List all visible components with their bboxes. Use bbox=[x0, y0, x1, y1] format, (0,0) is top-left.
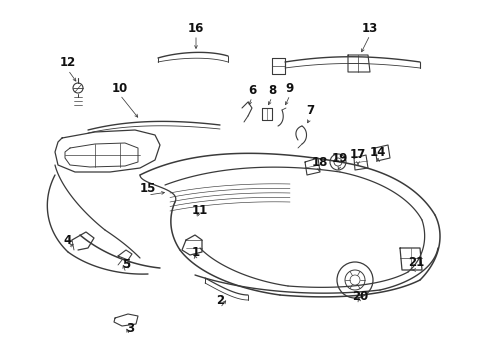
Text: 13: 13 bbox=[361, 22, 377, 35]
Text: 17: 17 bbox=[349, 148, 366, 162]
Text: 12: 12 bbox=[60, 55, 76, 68]
Text: 7: 7 bbox=[305, 104, 313, 117]
Text: 5: 5 bbox=[122, 258, 130, 271]
Text: 19: 19 bbox=[331, 152, 347, 165]
Text: 16: 16 bbox=[187, 22, 204, 35]
Text: 4: 4 bbox=[64, 234, 72, 247]
Text: 20: 20 bbox=[351, 289, 367, 302]
Text: 18: 18 bbox=[311, 156, 327, 168]
Text: 6: 6 bbox=[247, 84, 256, 96]
Text: 8: 8 bbox=[267, 84, 276, 96]
Text: 2: 2 bbox=[216, 293, 224, 306]
Text: 11: 11 bbox=[191, 203, 208, 216]
Text: 14: 14 bbox=[369, 145, 386, 158]
Text: 15: 15 bbox=[140, 181, 156, 194]
Text: 10: 10 bbox=[112, 81, 128, 94]
Text: 9: 9 bbox=[285, 81, 293, 94]
Text: 1: 1 bbox=[192, 246, 200, 258]
Text: 3: 3 bbox=[126, 321, 134, 334]
Text: 21: 21 bbox=[407, 256, 423, 269]
